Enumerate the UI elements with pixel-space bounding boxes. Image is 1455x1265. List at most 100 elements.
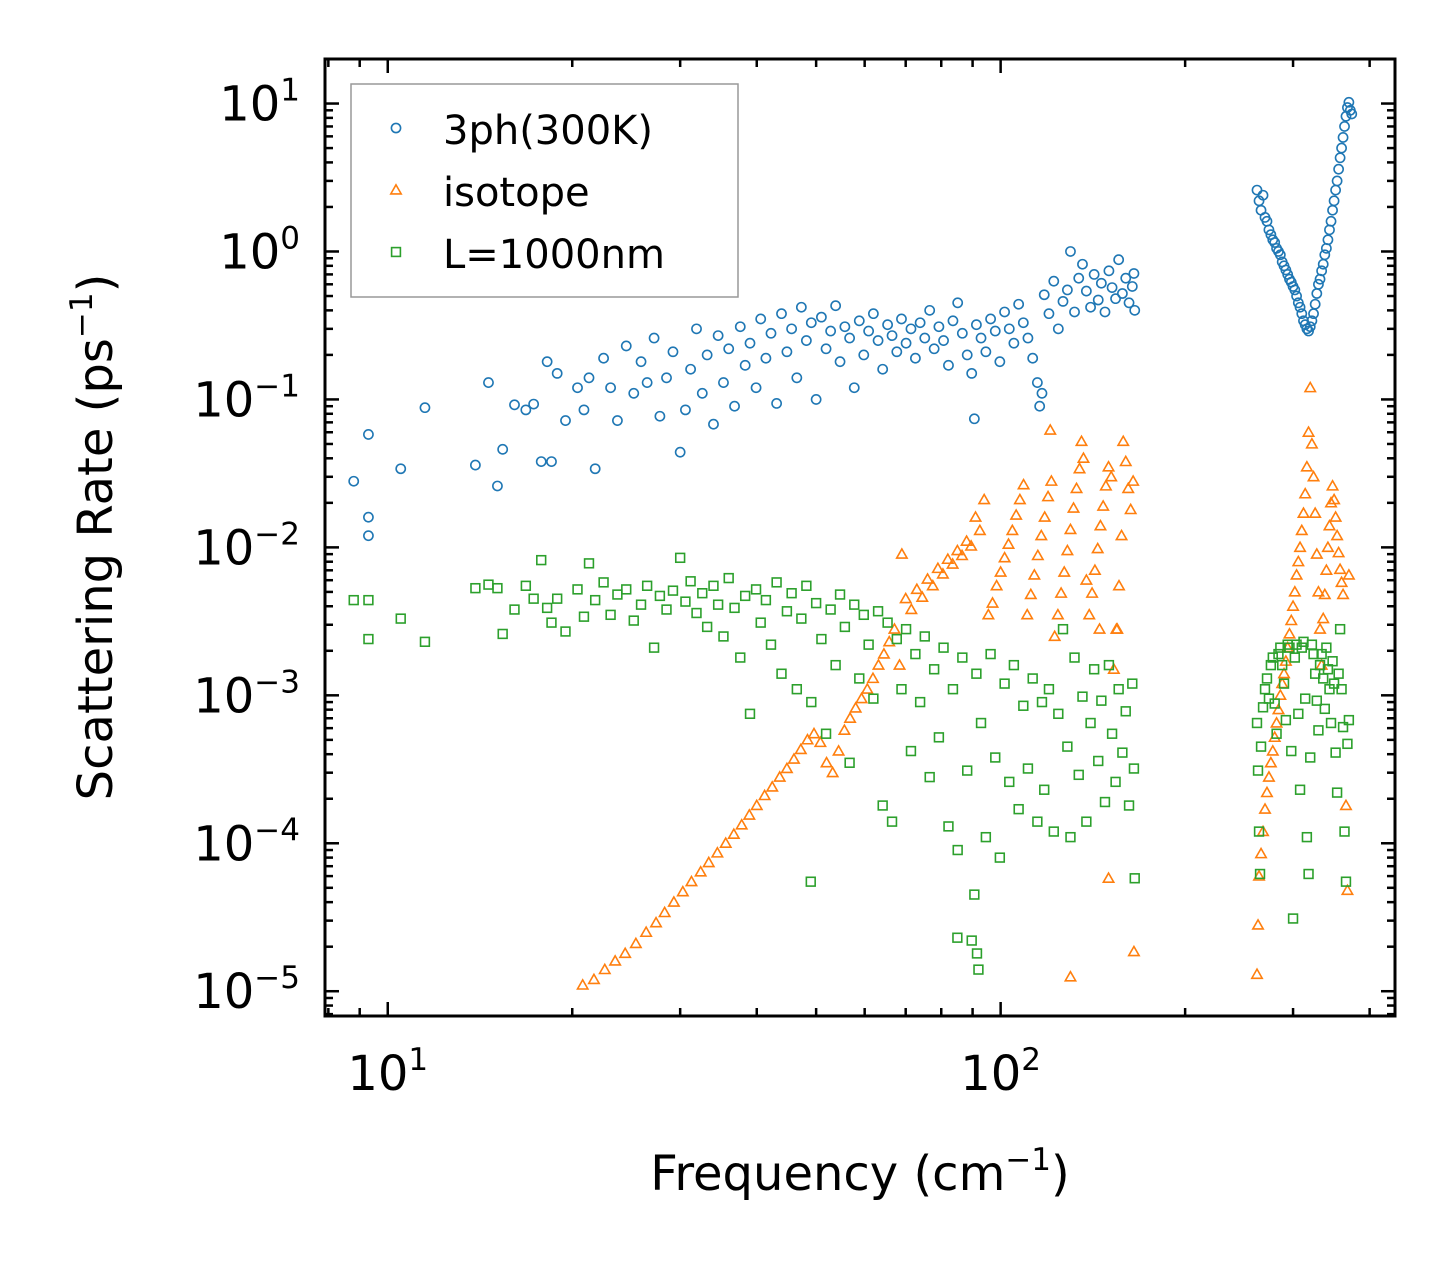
data-point (528, 398, 540, 410)
data-point (877, 800, 888, 811)
x-tick-sup: 1 (408, 1042, 428, 1078)
data-point (825, 604, 836, 615)
data-point (975, 717, 987, 729)
y-tick-label: 10−1 (193, 368, 300, 428)
data-point (536, 554, 547, 566)
data-point (998, 551, 1012, 563)
data-point (956, 327, 968, 339)
data-point (1092, 294, 1104, 306)
data-point (1022, 763, 1034, 774)
data-point (1313, 622, 1327, 634)
data-point (914, 696, 926, 708)
data-point (1336, 684, 1347, 695)
data-point (943, 359, 954, 371)
data-point (1267, 234, 1279, 246)
data-point (744, 708, 756, 720)
data-point (1296, 642, 1307, 653)
data-point (860, 682, 874, 694)
data-point (1342, 568, 1356, 580)
data-point (1260, 785, 1274, 798)
data-point (509, 604, 520, 615)
data-point (1328, 678, 1340, 689)
data-point (1328, 195, 1340, 207)
data-point (1291, 290, 1302, 302)
data-point (1003, 323, 1015, 335)
data-point (975, 332, 987, 344)
data-point (928, 664, 940, 675)
data-point (1343, 96, 1355, 108)
data-point (1311, 585, 1326, 597)
y-axis-title-end: ) (68, 274, 124, 293)
data-point (1053, 708, 1064, 720)
data-point (871, 658, 886, 670)
data-point (363, 594, 374, 606)
data-point (680, 404, 691, 416)
data-point (887, 622, 902, 634)
data-point (541, 356, 553, 368)
data-point (735, 652, 746, 663)
data-point (805, 876, 816, 887)
data-point (896, 313, 907, 325)
data-point (1027, 673, 1038, 684)
y-tick-label: 10−5 (193, 960, 300, 1020)
data-point (629, 936, 643, 949)
data-point (1057, 565, 1071, 577)
data-point (1129, 304, 1141, 316)
data-point (578, 404, 590, 416)
data-point (1251, 717, 1263, 729)
data-point (572, 584, 583, 595)
data-point (896, 684, 907, 695)
data-point (1305, 437, 1319, 449)
data-point (801, 580, 812, 591)
data-point (641, 580, 653, 591)
data-point (635, 599, 647, 610)
data-point (1298, 487, 1312, 499)
data-point (612, 415, 623, 426)
data-point (1322, 518, 1337, 531)
data-point (933, 321, 945, 333)
data-point (1008, 337, 1020, 349)
data-point (696, 387, 708, 399)
x-tick-label: 102 (960, 1042, 1041, 1102)
data-point (658, 905, 672, 918)
series-0 (348, 96, 1358, 542)
data-point (813, 735, 827, 748)
data-point (739, 359, 751, 371)
data-point (1325, 717, 1337, 729)
data-point (786, 588, 797, 599)
data-point (1054, 586, 1068, 598)
data-point (892, 658, 907, 670)
data-point (1127, 678, 1138, 689)
data-point (946, 557, 960, 569)
data-point (348, 594, 359, 606)
data-point (729, 602, 740, 614)
data-point (1062, 741, 1073, 752)
data-point (1293, 708, 1304, 720)
data-point (1079, 573, 1093, 585)
data-point (1321, 540, 1335, 553)
data-point (966, 935, 977, 946)
data-point (750, 798, 764, 811)
data-point (1091, 541, 1105, 554)
data-point (844, 332, 856, 344)
data-point (820, 343, 832, 355)
data-point (968, 510, 983, 522)
data-point (1117, 747, 1128, 758)
legend-marker (389, 183, 403, 195)
data-point (1039, 784, 1050, 795)
data-point (854, 673, 865, 684)
data-point (1336, 587, 1350, 600)
data-point (1063, 522, 1078, 535)
data-point (1254, 868, 1266, 880)
data-point (853, 315, 865, 327)
x-axis-title: Frequency (cm−1) (650, 1142, 1070, 1202)
y-tick-sup: −4 (254, 812, 300, 848)
data-point (765, 780, 779, 792)
data-point (470, 582, 481, 594)
data-point (348, 475, 360, 487)
series-2 (348, 552, 1355, 975)
y-tick-sup: −5 (254, 960, 300, 996)
data-point (1287, 913, 1299, 924)
y-tick-base: 10 (193, 668, 254, 724)
data-point (891, 346, 903, 358)
